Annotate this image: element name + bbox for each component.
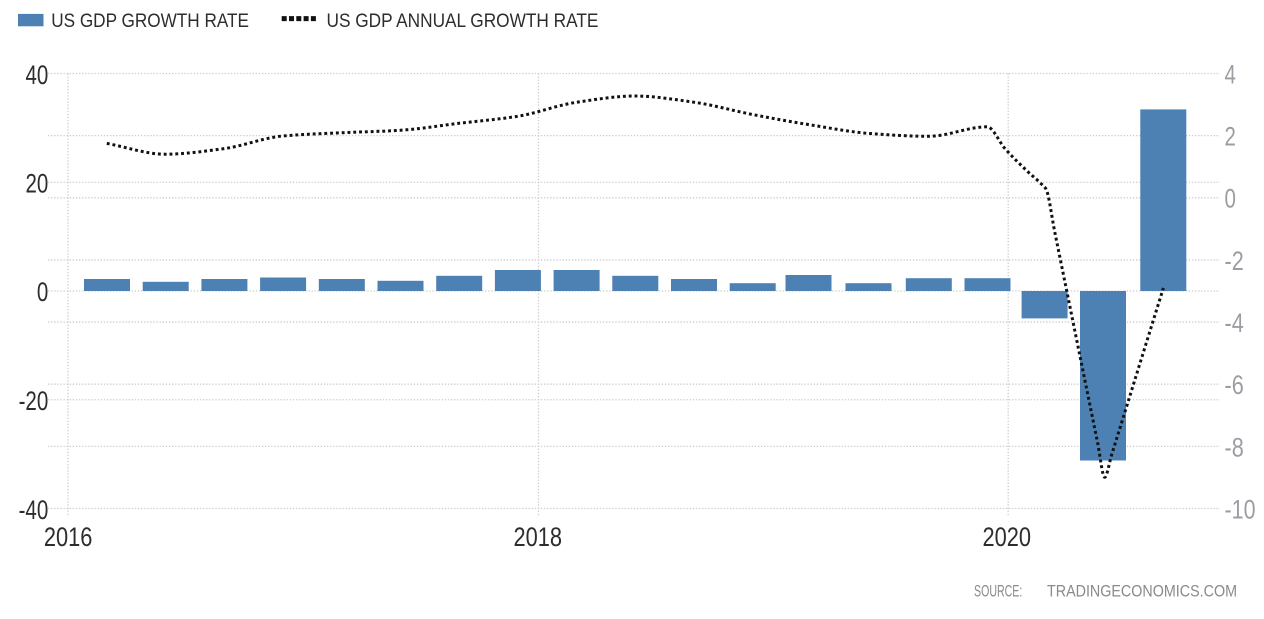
- svg-text:-40: -40: [19, 495, 49, 525]
- svg-text:US GDP GROWTH RATE: US GDP GROWTH RATE: [51, 10, 249, 32]
- svg-text:2016: 2016: [44, 522, 93, 552]
- svg-text:0: 0: [37, 277, 48, 307]
- svg-text:-2: -2: [1225, 246, 1244, 276]
- svg-text:2020: 2020: [983, 522, 1032, 552]
- svg-text:40: 40: [26, 60, 49, 90]
- svg-text:2: 2: [1225, 122, 1236, 152]
- svg-text:-6: -6: [1225, 370, 1244, 400]
- svg-text:2018: 2018: [513, 522, 562, 552]
- svg-text:-4: -4: [1225, 308, 1244, 338]
- svg-text:-10: -10: [1225, 495, 1256, 525]
- svg-text:SOURCE:: SOURCE:: [974, 581, 1022, 600]
- svg-text:US GDP ANNUAL GROWTH RATE: US GDP ANNUAL GROWTH RATE: [327, 10, 599, 32]
- svg-text:4: 4: [1225, 60, 1236, 90]
- svg-text:-20: -20: [19, 386, 49, 416]
- svg-text:-8: -8: [1225, 432, 1244, 462]
- svg-text:0: 0: [1225, 184, 1236, 214]
- svg-text:TRADINGECONOMICS.COM: TRADINGECONOMICS.COM: [1047, 581, 1237, 600]
- svg-text:20: 20: [26, 169, 49, 199]
